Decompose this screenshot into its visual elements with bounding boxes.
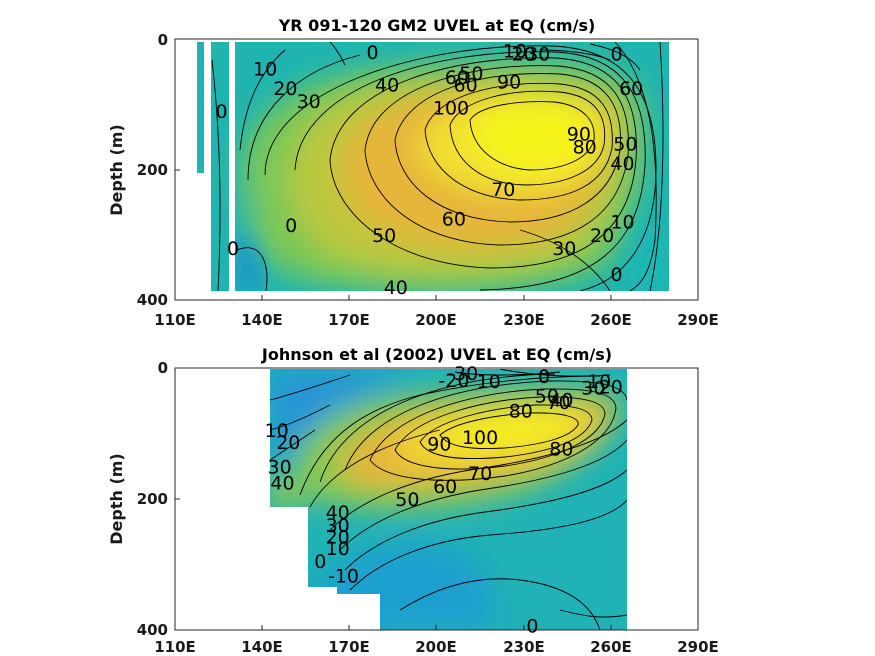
contour-label: 20 xyxy=(512,43,536,65)
contour-label: 100 xyxy=(462,427,498,449)
contour-label: 0 xyxy=(227,238,239,260)
x-tick-label: 230E xyxy=(503,311,545,329)
panel-bottom: Johnson et al (2002) UVEL at EQ (cm/s) xyxy=(107,345,719,656)
contour-label: 30 xyxy=(552,238,576,260)
panel-top: YR 091-120 GM2 UVEL at EQ (cm/s) xyxy=(107,16,719,329)
contour-label: 0 xyxy=(285,215,297,237)
contour-label: 40 xyxy=(326,502,350,524)
contour-label: 60 xyxy=(442,208,466,230)
contour-label: 60 xyxy=(433,476,457,498)
y-tick-label: 400 xyxy=(137,291,168,309)
contour-label: -30 xyxy=(447,363,478,385)
contour-label: 10 xyxy=(503,41,527,63)
x-tick-label: 260E xyxy=(590,638,632,656)
y-axis-label: Depth (m) xyxy=(107,124,126,216)
contour-label: -20 xyxy=(438,370,469,392)
contour-label: 0 xyxy=(215,101,227,123)
contour-label: 60 xyxy=(454,75,478,97)
y-tick-label: 200 xyxy=(137,490,168,508)
contour-label: 20 xyxy=(273,78,297,100)
contour-label: 30 xyxy=(581,378,605,400)
contour-label: 50 xyxy=(613,133,637,155)
y-tick-label: 0 xyxy=(158,31,168,49)
contour-label: 0 xyxy=(538,366,550,388)
contour-label: 80 xyxy=(509,401,533,423)
contour-label: 40 xyxy=(375,75,399,97)
contour-label: 80 xyxy=(573,137,597,159)
x-tick-label: 110E xyxy=(154,311,196,329)
contour-label: 50 xyxy=(372,225,396,247)
contour-label: 0 xyxy=(314,551,326,573)
contour-label: -10 xyxy=(328,566,359,588)
contour-lines xyxy=(270,369,627,630)
x-axis-bottom: 110E 140E 170E 200E 230E 260E 290E xyxy=(154,625,719,656)
contour-label: 10 xyxy=(610,212,634,234)
contour-label: 40 xyxy=(384,277,408,299)
contour-label: 0 xyxy=(611,264,623,286)
velocity-field xyxy=(270,369,627,630)
contour-label: 40 xyxy=(270,473,294,495)
contour-label: 0 xyxy=(526,615,538,637)
y-tick-label: 0 xyxy=(158,359,168,377)
y-tick-label: 200 xyxy=(137,161,168,179)
contour-label: 100 xyxy=(433,98,469,120)
contour-label: 10 xyxy=(326,538,350,560)
contour-label: 30 xyxy=(526,43,550,65)
contour-label: 40 xyxy=(549,389,573,411)
contour-label: 30 xyxy=(326,515,350,537)
contour-label: 10 xyxy=(477,371,501,393)
y-tick-label: 400 xyxy=(137,621,168,639)
x-tick-label: 200E xyxy=(415,311,457,329)
x-tick-label: 200E xyxy=(415,638,457,656)
contour-label: 70 xyxy=(468,463,492,485)
x-tick-label: 140E xyxy=(241,638,283,656)
contour-label: 20 xyxy=(276,432,300,454)
contour-label: 90 xyxy=(567,124,591,146)
contour-label: 90 xyxy=(427,433,451,455)
x-tick-label: 170E xyxy=(328,311,370,329)
x-tick-label: 290E xyxy=(677,638,719,656)
x-axis-top: 110E 140E 170E 200E 230E 260E 290E xyxy=(154,295,719,329)
contour-label: 80 xyxy=(549,439,573,461)
x-tick-label: 230E xyxy=(503,638,545,656)
contour-label: 0 xyxy=(367,42,379,64)
y-axis-top: 0 200 400 Depth (m) xyxy=(107,31,180,309)
contour-label: 70 xyxy=(546,392,570,414)
contour-label: 20 xyxy=(326,526,350,548)
x-tick-label: 140E xyxy=(241,311,283,329)
y-axis-label: Depth (m) xyxy=(107,453,126,545)
contour-lines xyxy=(211,42,664,291)
velocity-field xyxy=(197,42,669,291)
contour-label: 40 xyxy=(610,153,634,175)
contour-label: 50 xyxy=(459,63,483,85)
contour-label: 20 xyxy=(590,225,614,247)
contour-label: 50 xyxy=(535,386,559,408)
contour-label: 20 xyxy=(599,376,623,398)
x-tick-label: 170E xyxy=(328,638,370,656)
contour-label: 70 xyxy=(491,179,515,201)
chart-title: Johnson et al (2002) UVEL at EQ (cm/s) xyxy=(261,345,612,364)
contour-label: 30 xyxy=(297,91,321,113)
contour-label: 60 xyxy=(619,78,643,100)
contour-label: 10 xyxy=(587,371,611,393)
chart-title: YR 091-120 GM2 UVEL at EQ (cm/s) xyxy=(278,16,596,35)
contour-label: 10 xyxy=(265,420,289,442)
contour-label: 10 xyxy=(253,58,277,80)
contour-label: 60 xyxy=(445,67,469,89)
contour-label: 0 xyxy=(611,43,623,65)
x-tick-label: 260E xyxy=(590,311,632,329)
contour-label: 50 xyxy=(395,489,419,511)
contour-label: 30 xyxy=(268,456,292,478)
x-tick-label: 290E xyxy=(677,311,719,329)
contour-label: 90 xyxy=(497,71,521,93)
x-tick-label: 110E xyxy=(154,638,196,656)
y-axis-bottom: 0 200 400 Depth (m) xyxy=(107,359,180,639)
